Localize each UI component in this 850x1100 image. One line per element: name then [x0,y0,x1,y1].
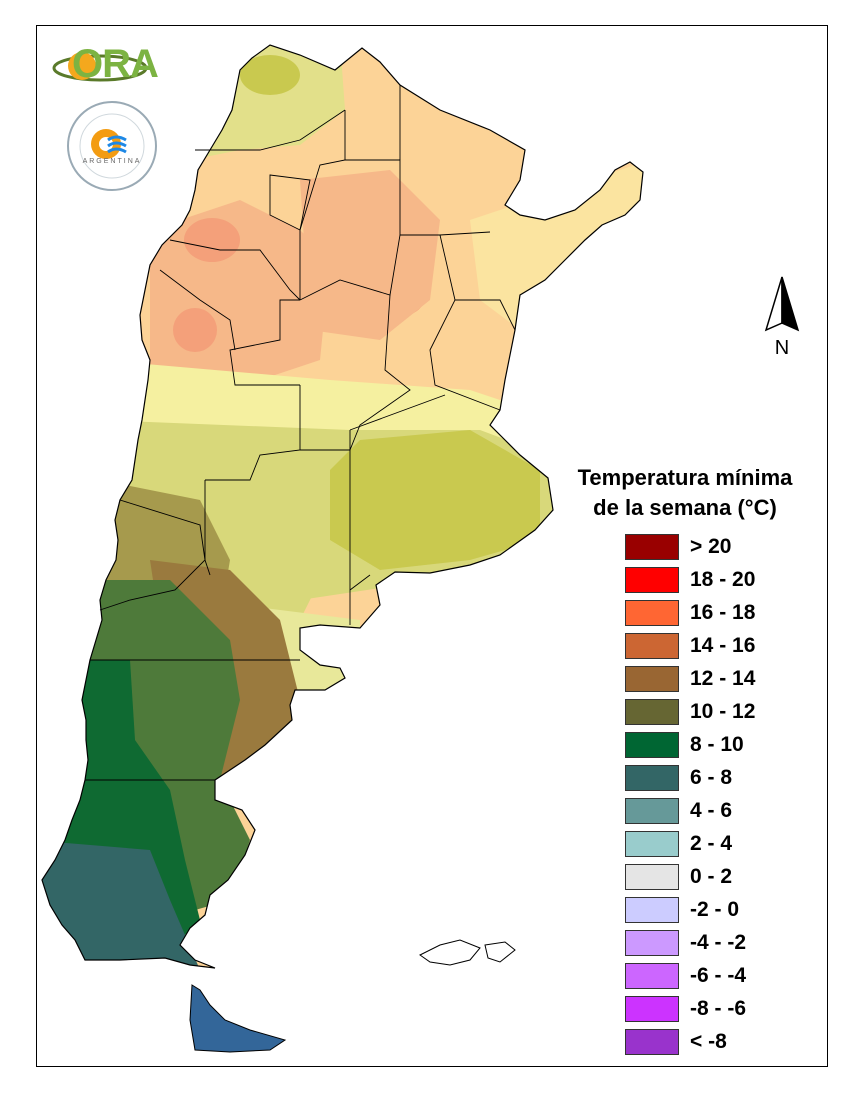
legend-swatch [625,831,679,857]
legend-label: 16 - 18 [690,601,756,624]
legend-swatch [625,798,679,824]
legend-label: 2 - 4 [690,832,733,855]
legend-swatch [625,963,679,989]
legend-label: 4 - 6 [690,799,733,822]
legend-label: 12 - 14 [690,667,756,690]
malvinas-islands [419,939,516,966]
legend-label: 14 - 16 [690,634,756,657]
north-arrow: N [758,275,806,365]
legend-swatch [625,930,679,956]
legend-label: 0 - 2 [690,865,733,888]
province-boundaries [85,85,516,781]
legend-swatch [625,765,679,791]
legend-label: > 20 [690,535,732,558]
legend-swatch [625,600,679,626]
legend-swatch [625,633,679,659]
legend-label: < -8 [690,1030,727,1053]
smn-logo-text: ARGENTINA [82,158,142,165]
legend-label: 10 - 12 [690,700,756,723]
legend-label: -8 - -6 [690,997,747,1020]
legend-label: 6 - 8 [690,766,733,789]
legend-label: 18 - 20 [690,568,756,591]
country-outline [41,44,644,969]
smn-logo: ARGENTINA [66,100,158,192]
legend-title: Temperatura mínima de la semana (°C) [540,463,830,523]
legend-title-line2: de la semana (°C) [593,495,777,520]
legend-swatch [625,567,679,593]
legend-label: 8 - 10 [690,733,744,756]
legend-swatch [625,996,679,1022]
north-arrow-icon [764,276,800,332]
legend-swatch [625,1029,679,1055]
legend-swatch [625,666,679,692]
legend-title-line1: Temperatura mínima [577,465,793,490]
legend-swatch [625,699,679,725]
tierra-del-fuego [189,984,287,1053]
ora-logo-text: ORA [72,42,159,86]
legend-label: -2 - 0 [690,898,740,921]
ora-logo: ORA [52,42,164,92]
legend-swatch [625,897,679,923]
legend-label: -6 - -4 [690,964,747,987]
legend-label: -4 - -2 [690,931,747,954]
legend-swatch [625,864,679,890]
legend-swatch [625,534,679,560]
north-label: N [774,337,790,359]
legend-swatch [625,732,679,758]
